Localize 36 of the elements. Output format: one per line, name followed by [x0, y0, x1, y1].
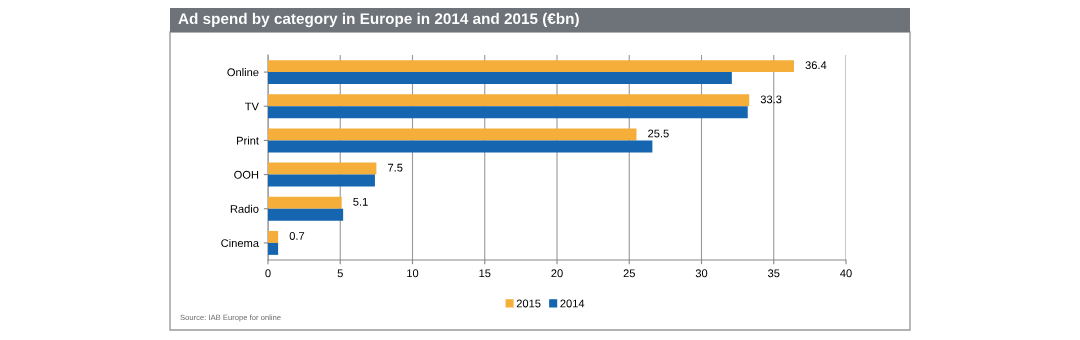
bar [268, 162, 377, 175]
x-tick-label: 0 [265, 269, 271, 278]
x-tick-label: 15 [479, 269, 491, 278]
data-label: 36.4 [805, 61, 827, 70]
y-tick-label: Cinema [221, 238, 259, 248]
bar [268, 128, 637, 141]
x-tick-label: 5 [337, 269, 343, 278]
x-tick-label: 35 [767, 269, 780, 278]
y-tick-label: TV [245, 102, 259, 111]
legend-label: 2014 [560, 299, 585, 308]
x-tick-label: 25 [623, 269, 635, 278]
bar [268, 230, 279, 243]
bar [268, 174, 375, 187]
bar [268, 60, 794, 73]
y-tick-label: Online [227, 68, 259, 77]
data-label: 5.1 [353, 198, 368, 206]
data-label: 25.5 [648, 129, 669, 138]
bar [268, 106, 748, 119]
data-label: 33.3 [760, 95, 782, 104]
y-tick-label: Radio [230, 204, 259, 213]
y-tick-label: Print [237, 136, 259, 145]
x-tick-label: 30 [695, 269, 708, 278]
x-tick-label: 40 [840, 269, 852, 278]
x-tick-label: 10 [407, 269, 419, 278]
legend-label: 2015 [516, 299, 541, 308]
x-tick-label: 20 [551, 269, 563, 278]
bar [268, 140, 653, 153]
chart-title: Ad spend by category in Europe in 2014 and 2015 (€bn) [178, 12, 579, 28]
y-tick-label: OOH [234, 170, 259, 179]
bar [268, 72, 732, 85]
data-label: 7.5 [388, 163, 403, 172]
bar [268, 94, 750, 107]
bar [268, 242, 279, 255]
data-label: 0.7 [289, 232, 305, 240]
bar [268, 208, 344, 221]
bar [268, 196, 342, 209]
